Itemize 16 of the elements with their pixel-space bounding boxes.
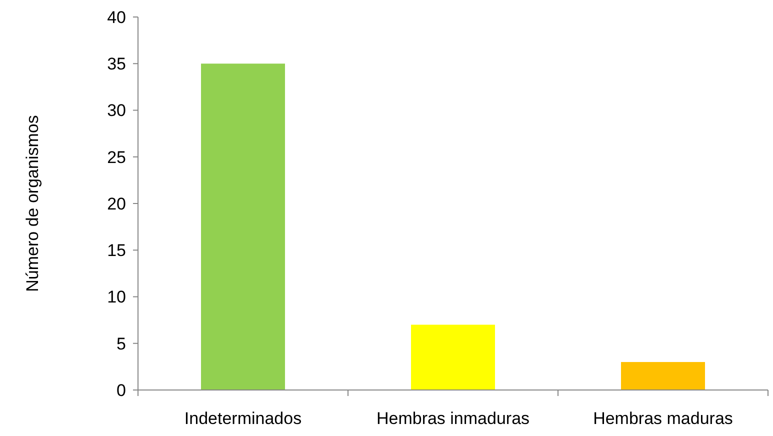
y-tick-label: 35 bbox=[107, 54, 126, 74]
x-tick-label: Indeterminados bbox=[184, 409, 302, 428]
y-axis-title: Número de organismos bbox=[23, 115, 42, 292]
y-tick-label: 10 bbox=[107, 288, 126, 307]
x-tick-label: Hembras inmaduras bbox=[376, 409, 530, 428]
y-tick-label: 20 bbox=[107, 194, 126, 214]
y-tick-label: 40 bbox=[107, 8, 126, 27]
bar bbox=[621, 362, 705, 390]
bar bbox=[411, 324, 495, 390]
y-tick-label: 25 bbox=[107, 148, 126, 167]
y-tick-label: 30 bbox=[107, 101, 126, 120]
x-tick-label: Hembras maduras bbox=[593, 409, 733, 428]
y-tick-label: 0 bbox=[116, 380, 126, 400]
y-tick-label: 15 bbox=[107, 241, 126, 260]
bar bbox=[201, 64, 285, 390]
y-tick-label: 5 bbox=[116, 334, 126, 354]
